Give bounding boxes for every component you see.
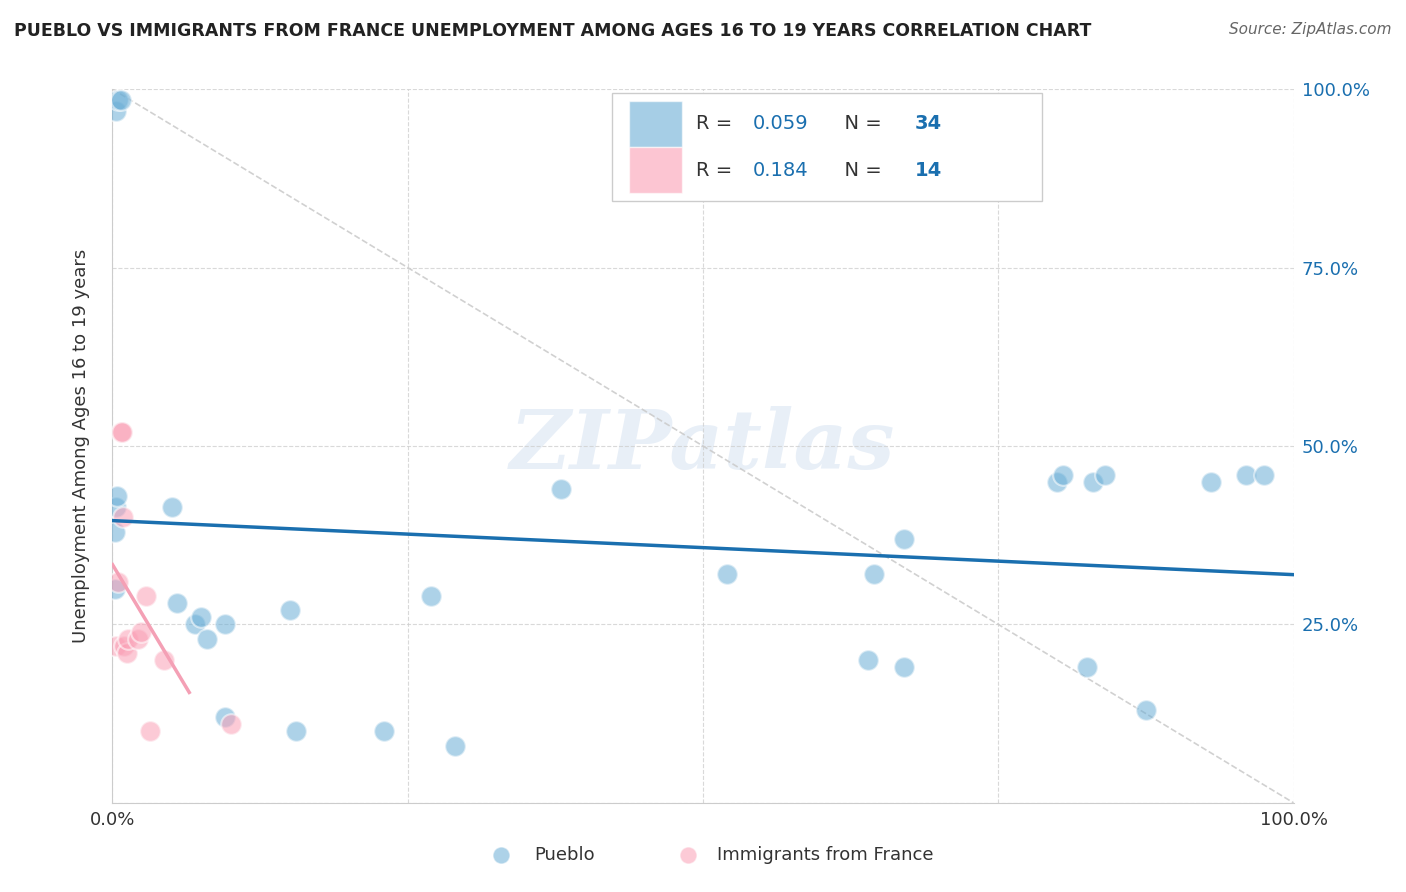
Text: 0.059: 0.059 bbox=[752, 114, 808, 133]
Point bbox=[111, 425, 134, 439]
Point bbox=[716, 567, 738, 582]
Point bbox=[489, 848, 512, 863]
Point bbox=[420, 589, 443, 603]
Point bbox=[373, 724, 395, 739]
Point bbox=[1135, 703, 1157, 717]
Text: 14: 14 bbox=[914, 161, 942, 179]
Point bbox=[104, 524, 127, 539]
Point bbox=[1052, 467, 1074, 482]
Point bbox=[105, 103, 128, 118]
Text: R =: R = bbox=[696, 114, 738, 133]
Text: Source: ZipAtlas.com: Source: ZipAtlas.com bbox=[1229, 22, 1392, 37]
Text: R =: R = bbox=[696, 161, 738, 179]
Point bbox=[117, 632, 139, 646]
Y-axis label: Unemployment Among Ages 16 to 19 years: Unemployment Among Ages 16 to 19 years bbox=[72, 249, 90, 643]
Point bbox=[278, 603, 301, 617]
Point bbox=[1046, 475, 1069, 489]
Point bbox=[107, 93, 129, 107]
Text: Immigrants from France: Immigrants from France bbox=[717, 846, 934, 863]
FancyBboxPatch shape bbox=[628, 101, 682, 147]
Point bbox=[1253, 467, 1275, 482]
Point bbox=[190, 610, 212, 624]
Point bbox=[1234, 467, 1257, 482]
Text: Pueblo: Pueblo bbox=[534, 846, 595, 863]
Point bbox=[166, 596, 188, 610]
Point bbox=[112, 510, 135, 524]
Point bbox=[214, 710, 236, 724]
Point bbox=[195, 632, 218, 646]
Point bbox=[444, 739, 467, 753]
Point bbox=[1199, 475, 1222, 489]
Point bbox=[1094, 467, 1116, 482]
Point bbox=[893, 532, 915, 546]
Text: PUEBLO VS IMMIGRANTS FROM FRANCE UNEMPLOYMENT AMONG AGES 16 TO 19 YEARS CORRELAT: PUEBLO VS IMMIGRANTS FROM FRANCE UNEMPLO… bbox=[14, 22, 1091, 40]
Point bbox=[893, 660, 915, 674]
Point bbox=[676, 848, 699, 863]
Point bbox=[219, 717, 242, 731]
Point bbox=[105, 500, 128, 514]
Point bbox=[139, 724, 162, 739]
Point bbox=[112, 639, 135, 653]
Text: 0.184: 0.184 bbox=[752, 161, 808, 179]
Text: ZIPatlas: ZIPatlas bbox=[510, 406, 896, 486]
Point bbox=[863, 567, 886, 582]
Text: 34: 34 bbox=[914, 114, 942, 133]
Point bbox=[104, 582, 127, 596]
Text: N =: N = bbox=[832, 161, 887, 179]
Point bbox=[127, 632, 149, 646]
Point bbox=[129, 624, 152, 639]
FancyBboxPatch shape bbox=[612, 93, 1042, 202]
Point bbox=[858, 653, 880, 667]
Point bbox=[153, 653, 176, 667]
Point bbox=[107, 574, 129, 589]
Point bbox=[214, 617, 236, 632]
Point bbox=[105, 639, 128, 653]
Point bbox=[160, 500, 183, 514]
Point bbox=[110, 425, 132, 439]
Point bbox=[550, 482, 572, 496]
Point bbox=[1081, 475, 1104, 489]
Point bbox=[135, 589, 157, 603]
Point bbox=[1076, 660, 1098, 674]
Point bbox=[115, 646, 138, 660]
FancyBboxPatch shape bbox=[628, 147, 682, 194]
Point bbox=[184, 617, 207, 632]
Point bbox=[105, 489, 128, 503]
Point bbox=[110, 93, 132, 107]
Point bbox=[284, 724, 307, 739]
Text: N =: N = bbox=[832, 114, 887, 133]
